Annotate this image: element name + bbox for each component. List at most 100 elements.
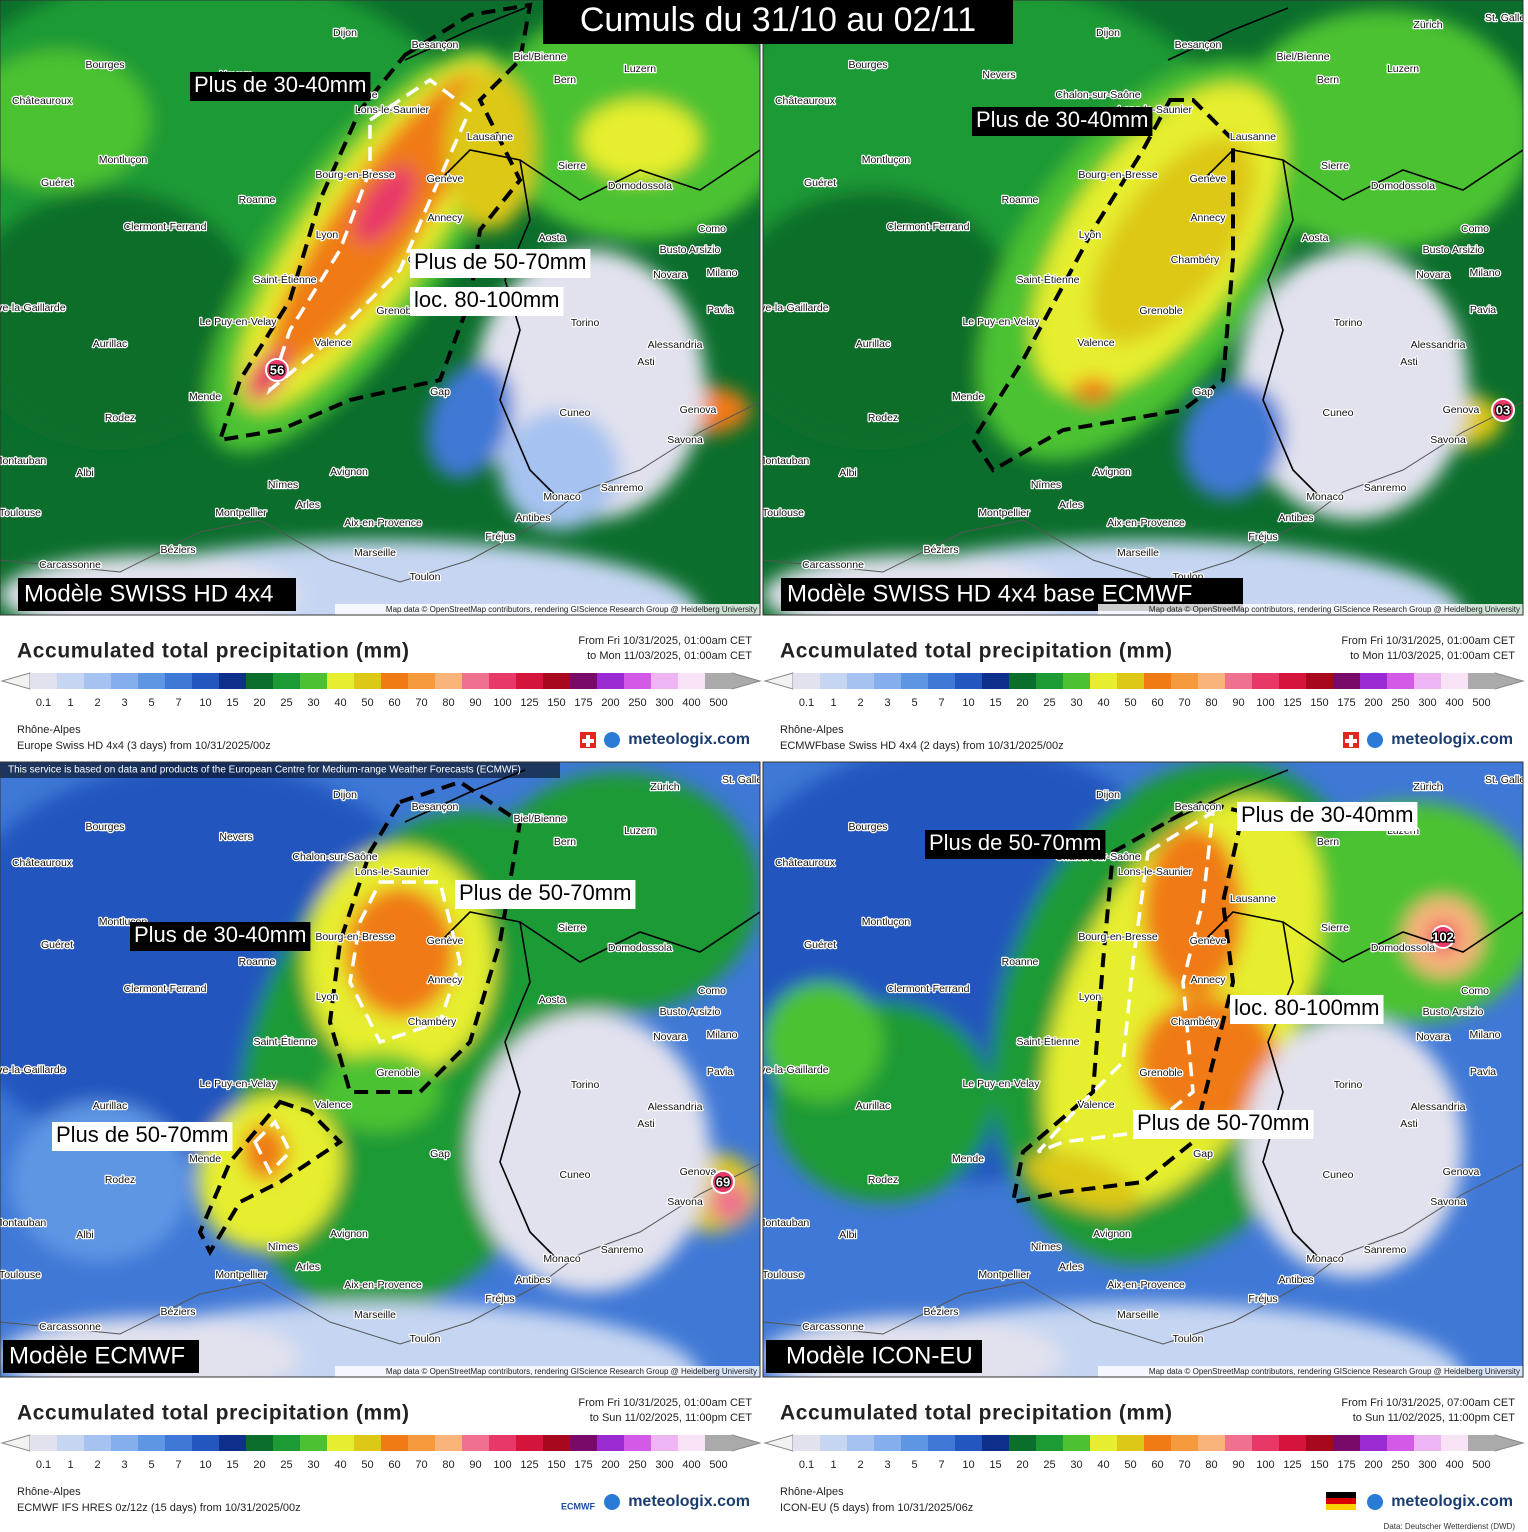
city-label: Bern <box>1317 836 1339 848</box>
legend-level: 70 <box>415 697 427 709</box>
city-label: Aurillac <box>93 1100 127 1112</box>
city-label: Carcassonne <box>39 559 101 571</box>
legend-swatch <box>1279 1435 1307 1451</box>
precip-area <box>445 70 535 230</box>
precip-area <box>1233 10 1523 250</box>
legend-swatch <box>1306 1435 1334 1451</box>
border <box>1202 149 1324 501</box>
flag-de-2 <box>1326 1498 1356 1504</box>
legend-level: 150 <box>547 697 565 709</box>
city-label: Aurillac <box>93 338 127 350</box>
legend-swatch <box>1387 1435 1415 1451</box>
city-label: Fréjus <box>485 531 514 543</box>
city-label: Gap <box>1193 1148 1213 1160</box>
city-label: Genova <box>1443 404 1480 416</box>
legend-swatch <box>408 673 436 689</box>
legend-swatch <box>381 673 409 689</box>
panel: Dijon Besançon Bourges Nevers Châteauroux Cha… <box>0 761 762 1514</box>
legend-level: 25 <box>1043 697 1055 709</box>
legend-swatch <box>847 1435 875 1451</box>
legend-swatch <box>928 1435 956 1451</box>
city-label: Mende <box>952 391 984 403</box>
legend-swatch <box>1198 1435 1226 1451</box>
precip-area <box>1025 1150 1141 1214</box>
city-label: Aix-en-Provence <box>1107 1279 1185 1291</box>
legend-level: 125 <box>520 697 538 709</box>
city-label: Nîmes <box>1031 479 1061 491</box>
city-label: Fréjus <box>1248 1293 1277 1305</box>
city-label: Bern <box>554 836 576 848</box>
city-label: Bourg-en-Bresse <box>1078 169 1158 181</box>
city-label: Brive-la-Gaillarde <box>747 302 828 314</box>
city-label: Milano <box>1470 1029 1501 1041</box>
model-label-box <box>3 1340 199 1373</box>
model-label: Modèle SWISS HD 4x4 <box>24 580 273 607</box>
legend-swatch <box>516 673 544 689</box>
city-label: Marseille <box>1117 547 1159 559</box>
city-label: Como <box>1461 223 1489 235</box>
border <box>1167 769 1289 823</box>
city-label: Montpellier <box>978 507 1030 519</box>
city-label: Rodez <box>868 1174 898 1186</box>
city-label: Lyon <box>316 229 339 241</box>
legend-swatch <box>1063 1435 1091 1451</box>
city-label: Carcassonne <box>802 559 864 571</box>
city-label: Novara <box>1416 269 1450 281</box>
city-label: Clermont-Ferrand <box>887 221 970 233</box>
legend-level: 250 <box>1391 697 1409 709</box>
legend-level: 300 <box>655 1459 673 1471</box>
outline-dashed <box>970 98 1235 473</box>
outline-dashed <box>327 779 523 1094</box>
city-label: Aix-en-Provence <box>344 1279 422 1291</box>
legend-swatch <box>165 673 193 689</box>
legend-level: 80 <box>442 1459 454 1471</box>
city-label: Châteauroux <box>12 857 73 869</box>
map: DijonBesançonBourgesNeversChâteaurouxCha… <box>0 0 760 615</box>
city-label: Nevers <box>982 69 1015 81</box>
border <box>1282 149 1523 201</box>
panel: Dijon Besançon Bourges Nevers Châteauroux Cha… <box>747 0 1525 752</box>
border <box>1167 7 1289 61</box>
legend-swatch <box>1387 673 1415 689</box>
city-label: Châteauroux <box>12 95 73 107</box>
precip-area <box>1138 997 1278 1127</box>
legend-level: 30 <box>1070 1459 1082 1471</box>
city-label: Guéret <box>804 177 836 189</box>
city-label: Como <box>698 223 726 235</box>
period-from: From Fri 10/31/2025, 07:00am CET <box>1341 1397 1515 1409</box>
attribution-box <box>335 604 760 615</box>
annotation-box <box>1230 995 1384 1024</box>
legend-swatch <box>820 1435 848 1451</box>
legend-swatch <box>1063 673 1091 689</box>
legend-title: Accumulated total precipitation (mm) <box>780 640 1173 663</box>
city-label: Chambéry <box>1171 254 1220 266</box>
legend-level: 150 <box>1310 1459 1328 1471</box>
flag-cross <box>1345 735 1357 747</box>
legend-level: 500 <box>1472 1459 1490 1471</box>
legend-level: 5 <box>911 1459 917 1471</box>
precip-area <box>354 166 416 244</box>
city-label: Rodez <box>105 412 135 424</box>
city-label: Nîmes <box>1031 1241 1061 1253</box>
city-label: Toulouse <box>762 1269 804 1281</box>
precip-area <box>763 982 883 1102</box>
city-label: Savona <box>667 434 703 446</box>
flag-de-1 <box>1326 1492 1356 1498</box>
city-label: Rodez <box>868 412 898 424</box>
annotation-box <box>1133 1110 1314 1139</box>
legend-title: Accumulated total precipitation (mm) <box>17 1402 410 1425</box>
city-label: Cuneo <box>1323 407 1354 419</box>
legend-swatch <box>928 673 956 689</box>
city-label: Dijon <box>333 27 357 39</box>
period-from: From Fri 10/31/2025, 01:00am CET <box>578 1397 752 1409</box>
city-label: Genève <box>1190 173 1227 185</box>
city-label: Clermont-Ferrand <box>124 983 207 995</box>
legend-swatch <box>1171 1435 1199 1451</box>
legend-level: 400 <box>682 1459 700 1471</box>
city-label: Cuneo <box>1323 1169 1354 1181</box>
legend-level: 125 <box>1283 1459 1301 1471</box>
legend-swatch <box>793 673 821 689</box>
city-label: Alessandria <box>1411 1101 1466 1113</box>
city-label: Mende <box>189 391 221 403</box>
city-label: Biel/Bienne <box>513 813 566 825</box>
